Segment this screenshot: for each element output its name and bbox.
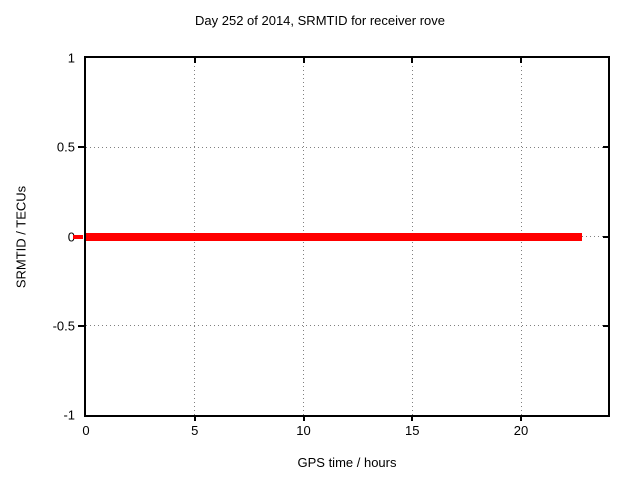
chart-title: Day 252 of 2014, SRMTID for receiver rov… [195,13,445,28]
x-tick-label: 0 [82,423,90,438]
y-tick-label: -0.5 [52,318,75,334]
series-line-srmtid [86,232,582,241]
x-tick-bottom [520,415,522,421]
y-tick-label: 1 [67,50,75,66]
x-tick-top [411,58,414,63]
y-tick-label: 0.5 [56,139,75,155]
series-left-overhang [73,234,83,239]
plot-area: 0 5 10 15 20 -1 -0.5 0 0.5 1 [53,51,610,438]
x-tick-label: 20 [513,423,529,438]
x-tick-bottom [411,415,414,421]
x-tick-label: 10 [296,423,311,438]
y-tick-right [603,146,608,149]
y-tick-label: 0 [67,229,75,244]
y-gridline [86,325,608,327]
y-tick-left [78,324,84,327]
y-axis-label: SRMTID / TECUs [13,185,29,289]
y-tick-right [603,324,608,327]
x-tick-top [520,58,522,63]
x-tick-bottom [193,415,196,421]
x-tick-top [302,58,305,63]
x-tick-top [193,58,196,63]
y-tick-left [78,146,84,149]
x-tick-bottom [302,415,305,421]
x-axis-label: GPS time / hours [297,455,397,470]
x-tick-label: 15 [405,423,420,438]
y-tick-right [603,235,608,238]
x-tick-label: 5 [191,423,199,438]
y-gridline [86,146,608,148]
y-tick-label: -1 [63,407,75,423]
